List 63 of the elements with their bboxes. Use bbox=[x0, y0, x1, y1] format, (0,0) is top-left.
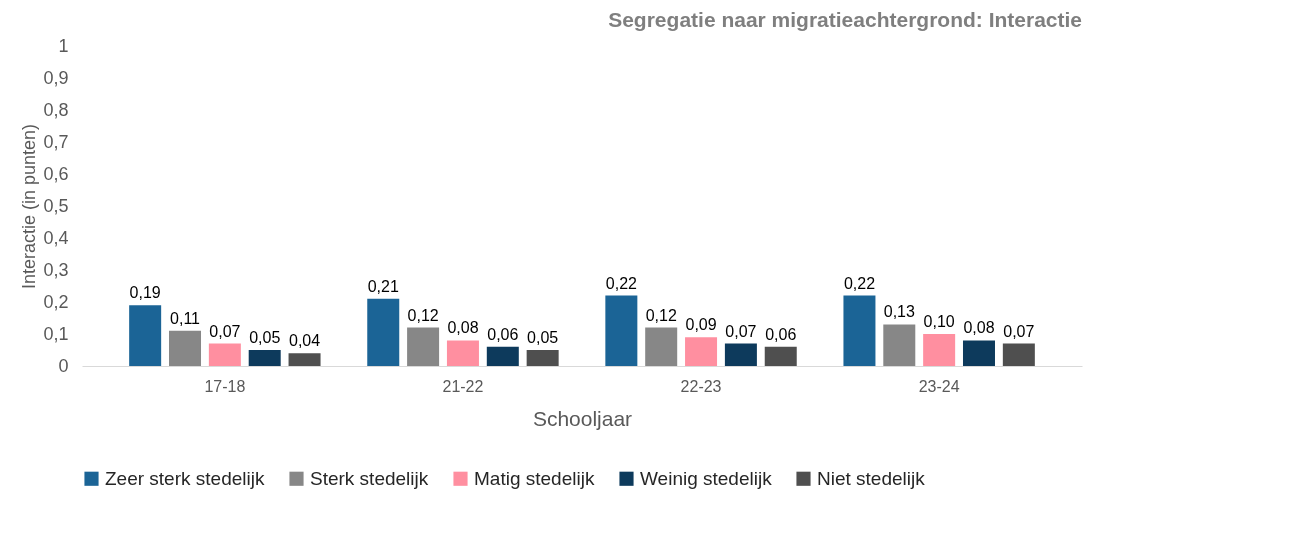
y-tick-label: 0,4 bbox=[43, 227, 69, 248]
bar bbox=[605, 295, 638, 366]
y-tick-label: 0,2 bbox=[43, 291, 69, 312]
y-tick-label: 0,1 bbox=[43, 323, 69, 344]
bar bbox=[169, 330, 202, 366]
bar bbox=[724, 343, 757, 366]
y-tick-label: 0,5 bbox=[43, 195, 69, 216]
bar bbox=[248, 350, 281, 366]
y-tick-label: 0,8 bbox=[43, 99, 69, 120]
y-tick-label: 1 bbox=[58, 35, 69, 56]
data-label: 0,05 bbox=[249, 329, 281, 346]
x-axis-title: Schooljaar bbox=[532, 406, 633, 430]
data-label: 0,07 bbox=[725, 322, 757, 340]
bar bbox=[962, 340, 995, 366]
data-label: 0,12 bbox=[407, 306, 439, 324]
data-label: 0,05 bbox=[527, 329, 559, 346]
bar bbox=[446, 340, 479, 366]
data-label: 0,08 bbox=[963, 319, 995, 337]
x-tick-label: 17-18 bbox=[204, 377, 246, 395]
bar bbox=[843, 295, 876, 366]
bar bbox=[764, 346, 797, 366]
bar bbox=[486, 346, 519, 366]
legend-label: Sterk stedelijk bbox=[310, 467, 429, 489]
bar bbox=[407, 327, 440, 366]
data-label: 0,19 bbox=[129, 284, 161, 302]
data-label: 0,22 bbox=[605, 274, 638, 292]
data-label: 0,22 bbox=[843, 274, 876, 292]
legend-label: Zeer sterk stedelijk bbox=[105, 467, 265, 489]
data-label: 0,07 bbox=[209, 322, 241, 340]
chart-title: Segregatie naar migratieachtergrond: Interactie bbox=[608, 8, 1082, 31]
y-tick-label: 0,7 bbox=[43, 131, 69, 152]
data-label: 0,10 bbox=[923, 313, 955, 330]
data-label: 0,11 bbox=[170, 309, 201, 327]
bar bbox=[526, 350, 559, 366]
bar bbox=[288, 353, 321, 366]
y-tick-label: 0,6 bbox=[43, 163, 69, 184]
data-label: 0,04 bbox=[288, 332, 321, 350]
bar bbox=[645, 327, 678, 366]
bar bbox=[208, 343, 241, 366]
data-label: 0,12 bbox=[645, 306, 677, 324]
x-tick-label: 23-24 bbox=[918, 377, 960, 395]
data-label: 0,07 bbox=[1003, 322, 1035, 340]
legend-label: Niet stedelijk bbox=[817, 467, 926, 489]
x-tick-label: 21-22 bbox=[442, 377, 484, 395]
legend-label: Matig stedelijk bbox=[474, 467, 595, 489]
bar bbox=[923, 334, 956, 366]
bar bbox=[1002, 343, 1035, 366]
x-tick-label: 22-23 bbox=[680, 377, 722, 395]
bar bbox=[129, 305, 162, 366]
data-label: 0,06 bbox=[487, 325, 519, 343]
data-label: 0,06 bbox=[765, 325, 797, 343]
data-label: 0,21 bbox=[367, 277, 399, 295]
data-label: 0,13 bbox=[883, 303, 915, 321]
y-tick-label: 0,3 bbox=[43, 259, 69, 280]
data-label: 0,09 bbox=[685, 316, 717, 334]
bar bbox=[883, 324, 916, 366]
bar bbox=[685, 337, 718, 366]
legend-label: Weinig stedelijk bbox=[640, 467, 773, 489]
y-axis-title: Interactie (in punten) bbox=[19, 123, 40, 290]
data-label: 0,08 bbox=[447, 319, 479, 337]
bar bbox=[367, 298, 400, 366]
y-tick-label: 0 bbox=[58, 355, 69, 376]
y-tick-label: 0,9 bbox=[43, 67, 69, 88]
